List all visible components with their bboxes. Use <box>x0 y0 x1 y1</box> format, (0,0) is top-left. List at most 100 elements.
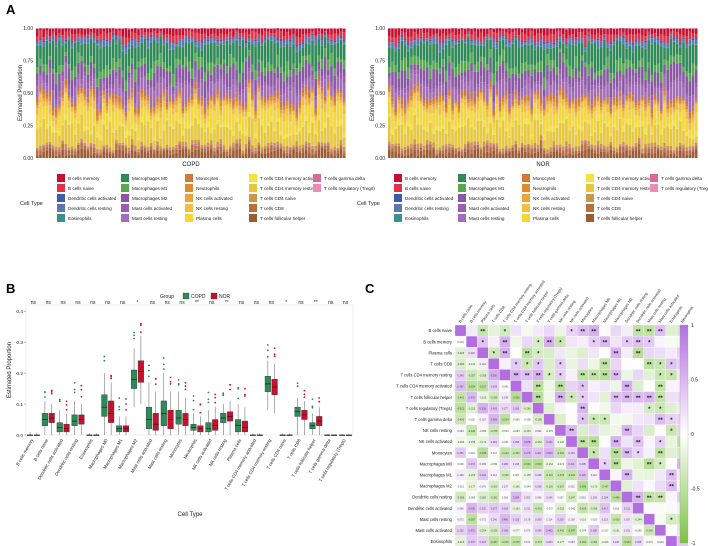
copd-bar-segment <box>298 127 302 132</box>
copd-bar-segment <box>111 88 115 95</box>
copd-bar-segment <box>168 101 172 102</box>
nor-bar-segment <box>435 100 439 103</box>
nor-bar-segment <box>650 44 654 75</box>
copd-bar-segment <box>219 138 223 144</box>
copd-bar-segment <box>327 89 330 91</box>
nor-bar-segment <box>679 42 682 45</box>
nor-bar-segment <box>530 43 533 45</box>
nor-bar-segment <box>527 39 530 41</box>
nor-bar-segment <box>675 98 679 101</box>
heatmap-cell-value: -0.550 <box>513 396 521 399</box>
nor-bar-segment <box>416 69 420 75</box>
nor-bar-segment <box>501 120 505 149</box>
copd-bar-segment <box>36 73 39 81</box>
nor-bar-segment <box>685 36 688 43</box>
copd-bar-segment <box>320 28 324 34</box>
copd-bar-segment <box>178 35 181 40</box>
nor-bar-segment <box>482 84 486 93</box>
copd-legend-label: Mast cells resting <box>132 216 168 221</box>
nor-bar-segment <box>429 143 432 145</box>
nor-bar-segment <box>691 106 695 112</box>
nor-bar-segment <box>612 45 616 74</box>
copd-bar-segment <box>317 61 321 70</box>
copd-bar-segment <box>213 106 216 111</box>
nor-bar-segment <box>425 38 429 39</box>
boxplot-outlier <box>73 391 76 394</box>
copd-bar-segment <box>89 76 93 82</box>
copd-bar-segment <box>146 109 150 116</box>
significance-label: ns <box>239 300 245 306</box>
nor-legend-label: Neutrophils <box>533 186 557 191</box>
copd-bar-segment <box>73 76 77 86</box>
copd-bar-segment <box>175 120 178 145</box>
nor-bar-segment <box>473 144 476 146</box>
nor-bar-segment <box>625 42 628 49</box>
copd-bar-segment <box>197 145 200 150</box>
nor-bar-segment <box>403 108 407 114</box>
copd-bar-segment <box>330 126 333 149</box>
nor-bar-segment <box>606 84 609 98</box>
nor-bar-segment <box>637 66 641 79</box>
boxplot-outlier <box>118 405 121 408</box>
nor-bar-segment <box>552 34 556 43</box>
significance-label: ns <box>120 300 126 306</box>
copd-bar-segment <box>244 144 248 148</box>
copd-bar-segment <box>197 100 200 104</box>
copd-bar-segment <box>295 141 298 146</box>
nor-bar-segment <box>669 82 673 88</box>
nor-bar-segment <box>429 36 432 40</box>
copd-bar-segment <box>330 65 333 83</box>
nor-bar-segment <box>524 100 527 103</box>
copd-bar-segment <box>276 96 279 99</box>
copd-bar-segment <box>45 146 49 151</box>
copd-bar-segment <box>314 145 317 150</box>
copd-bar-segment <box>251 151 254 155</box>
copd-bar-segment <box>194 89 197 94</box>
nor-bar-segment <box>388 77 391 80</box>
nor-bar-segment <box>479 76 483 83</box>
nor-bar-segment <box>590 144 594 147</box>
nor-bar-segment <box>467 117 470 142</box>
copd-bar-segment <box>140 141 143 146</box>
copd-bar-segment <box>181 35 185 40</box>
nor-bar-segment <box>606 126 609 147</box>
nor-bar-segment <box>587 29 590 32</box>
copd-bar-segment <box>301 56 305 67</box>
copd-bar-segment <box>61 142 64 144</box>
boxplot-outlier <box>103 355 106 358</box>
nor-bar-segment <box>438 96 442 103</box>
nor-bar-segment <box>656 72 660 87</box>
copd-bar-segment <box>295 68 298 75</box>
copd-bar-segment <box>197 149 200 158</box>
nor-bar-segment <box>457 40 461 42</box>
nor-bar-segment <box>397 48 401 73</box>
nor-bar-segment <box>397 153 401 158</box>
copd-bar-segment <box>298 28 302 30</box>
copd-bar-segment <box>102 69 106 78</box>
nor-bar-segment <box>688 150 692 155</box>
nor-bar-segment <box>444 130 448 135</box>
nor-bar-segment <box>549 86 552 94</box>
copd-bar-segment <box>127 72 131 79</box>
nor-bar-segment <box>413 70 416 75</box>
copd-bar-segment <box>273 42 276 44</box>
copd-legend-label: Mast cells activated <box>132 206 173 211</box>
copd-bar-segment <box>172 36 175 43</box>
nor-bar-segment <box>596 145 600 148</box>
copd-bar-segment <box>70 42 74 48</box>
nor-bar-segment <box>615 28 619 29</box>
nor-bar-segment <box>429 103 432 106</box>
copd-bar-segment <box>159 53 162 67</box>
nor-bar-segment <box>561 34 565 40</box>
copd-bar-segment <box>42 106 45 118</box>
copd-bar-segment <box>342 155 346 158</box>
nor-bar-segment <box>580 28 584 32</box>
nor-bar-segment <box>660 34 663 41</box>
nor-bar-segment <box>656 147 660 150</box>
copd-bar-segment <box>168 49 172 50</box>
copd-bar-segment <box>73 28 77 35</box>
nor-bar-segment <box>397 125 401 144</box>
heatmap-cell-value: -0.226 <box>457 352 465 355</box>
nor-bar-segment <box>694 142 698 145</box>
boxplot-outlier <box>184 385 187 388</box>
